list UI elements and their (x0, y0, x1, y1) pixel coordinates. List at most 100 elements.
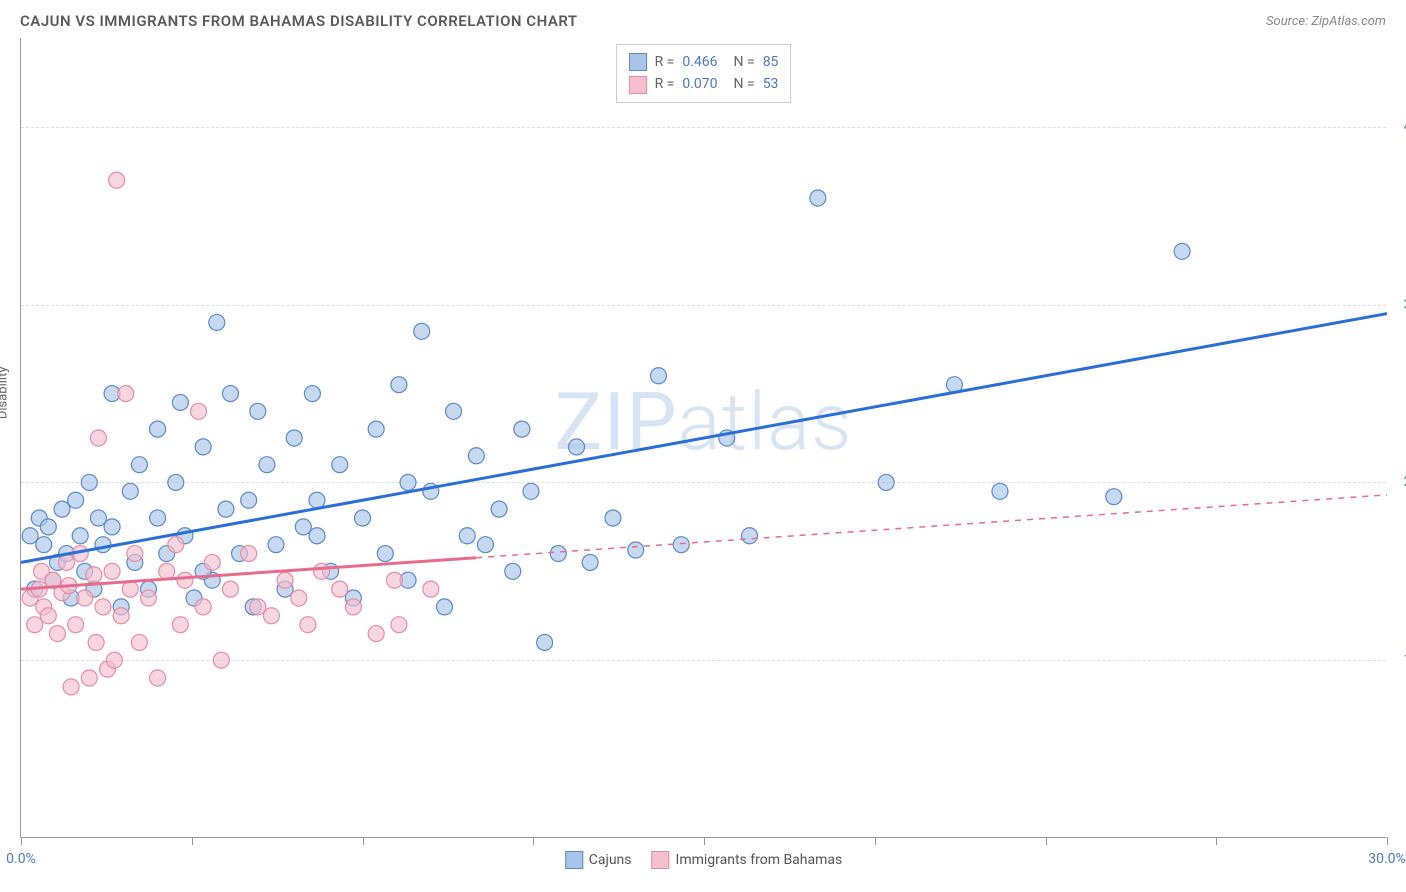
n-label: N = (734, 51, 755, 73)
r-label: R = (655, 51, 675, 73)
data-point (31, 510, 47, 526)
data-point (36, 599, 52, 615)
data-point (345, 599, 361, 615)
data-point (810, 190, 826, 206)
data-point (259, 457, 275, 473)
data-point (72, 546, 88, 562)
x-tick (704, 837, 705, 845)
data-point (414, 323, 430, 339)
data-point (368, 421, 384, 437)
data-point (159, 546, 175, 562)
data-point (314, 563, 330, 579)
data-point (514, 421, 530, 437)
x-tick (875, 837, 876, 845)
legend-stats-row: R = 0.466 N = 85 (629, 51, 779, 73)
swatch-icon (629, 53, 647, 71)
x-tick (192, 837, 193, 845)
data-point (332, 457, 348, 473)
r-value: 0.466 (682, 51, 717, 73)
data-point (122, 581, 138, 597)
data-point (195, 439, 211, 455)
data-point (946, 377, 962, 393)
data-point (241, 546, 257, 562)
data-point (263, 608, 279, 624)
data-point (195, 563, 211, 579)
data-point (628, 542, 644, 558)
data-point (140, 590, 156, 606)
data-point (550, 546, 566, 562)
data-point (377, 546, 393, 562)
data-point (22, 590, 38, 606)
data-point (569, 439, 585, 455)
data-point (40, 608, 56, 624)
swatch-icon (629, 76, 647, 94)
gridline (21, 127, 1386, 128)
data-point (104, 386, 120, 402)
data-point (86, 567, 102, 583)
legend-item: Immigrants from Bahamas (652, 851, 843, 869)
data-point (90, 510, 106, 526)
data-point (100, 661, 116, 677)
legend-stats: R = 0.466 N = 85 R = 0.070 N = 53 (616, 44, 792, 103)
trend-line (21, 558, 476, 589)
x-tick (21, 837, 22, 845)
data-point (59, 546, 75, 562)
data-point (68, 492, 84, 508)
r-value: 0.070 (682, 73, 717, 95)
data-point (423, 483, 439, 499)
data-point (88, 634, 104, 650)
data-point (118, 386, 134, 402)
data-point (605, 510, 621, 526)
data-point (277, 581, 293, 597)
data-point (81, 670, 97, 686)
data-point (650, 368, 666, 384)
data-point (332, 581, 348, 597)
data-point (113, 599, 129, 615)
data-point (49, 554, 65, 570)
data-point (104, 563, 120, 579)
data-point (250, 403, 266, 419)
swatch-icon (565, 851, 583, 869)
data-point (309, 528, 325, 544)
data-point (355, 510, 371, 526)
data-point (150, 670, 166, 686)
x-tick (363, 837, 364, 845)
data-point (177, 572, 193, 588)
data-point (36, 537, 52, 553)
data-point (177, 528, 193, 544)
data-point (204, 572, 220, 588)
data-point (245, 599, 261, 615)
data-point (582, 554, 598, 570)
data-point (491, 501, 507, 517)
data-point (31, 581, 47, 597)
data-point (204, 554, 220, 570)
data-point (77, 563, 93, 579)
data-point (54, 501, 70, 517)
data-point (423, 581, 439, 597)
data-point (241, 492, 257, 508)
gridline (21, 482, 1386, 483)
data-point (140, 581, 156, 597)
data-point (286, 430, 302, 446)
data-point (54, 585, 70, 601)
x-tick (1216, 837, 1217, 845)
data-point (232, 546, 248, 562)
data-point (222, 581, 238, 597)
source-label: Source: ZipAtlas.com (1266, 14, 1386, 29)
n-value: 85 (763, 51, 779, 73)
data-point (209, 314, 225, 330)
data-point (168, 537, 184, 553)
swatch-icon (652, 851, 670, 869)
data-point (191, 403, 207, 419)
data-point (86, 581, 102, 597)
chart-container: Disability ZIPatlas R = 0.466 N = 85 R =… (20, 38, 1386, 838)
data-point (61, 578, 77, 594)
data-point (1174, 243, 1190, 259)
data-point (63, 590, 79, 606)
n-value: 53 (763, 73, 779, 95)
x-tick (533, 837, 534, 845)
legend-stats-row: R = 0.070 N = 53 (629, 73, 779, 95)
trend-lines (21, 38, 1387, 838)
trend-line (21, 314, 1387, 563)
n-label: N = (734, 73, 755, 95)
